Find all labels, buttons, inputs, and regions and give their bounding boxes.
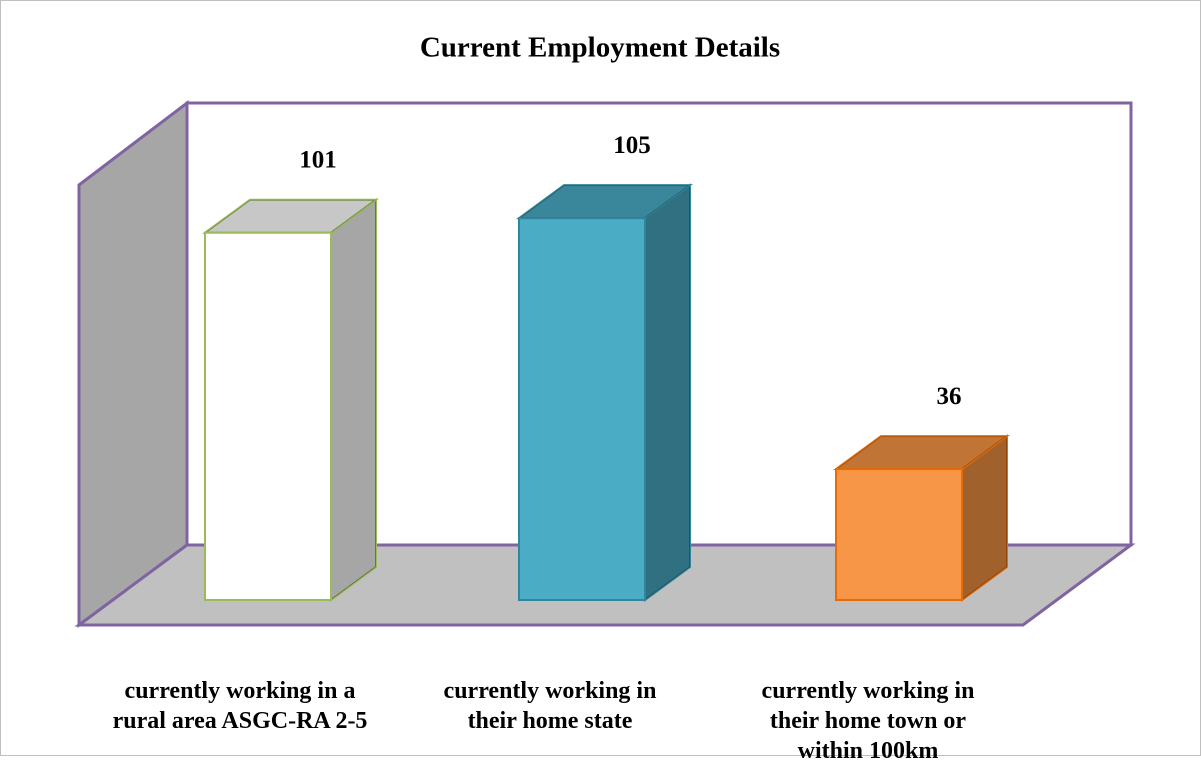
bar-top-shade — [519, 185, 690, 219]
x-tick-label: currently working in their home state — [443, 678, 657, 734]
bar-side-shade — [645, 185, 690, 600]
x-tick-label: currently working in their home town or … — [761, 678, 975, 764]
chart-title: Current Employment Details — [420, 32, 780, 64]
side-wall — [77, 99, 189, 628]
data-label: 105 — [613, 132, 651, 159]
bar-side-shade — [331, 199, 376, 600]
bar-side-shade — [962, 436, 1007, 600]
bar-top-shade — [205, 199, 376, 233]
data-label: 36 — [937, 383, 962, 410]
bar — [835, 468, 963, 601]
bar — [204, 231, 332, 602]
bar — [518, 217, 646, 601]
x-tick-label: currently working in a rural area ASGC-R… — [112, 678, 368, 734]
data-label: 101 — [299, 146, 337, 173]
bar-top-shade — [836, 436, 1007, 470]
